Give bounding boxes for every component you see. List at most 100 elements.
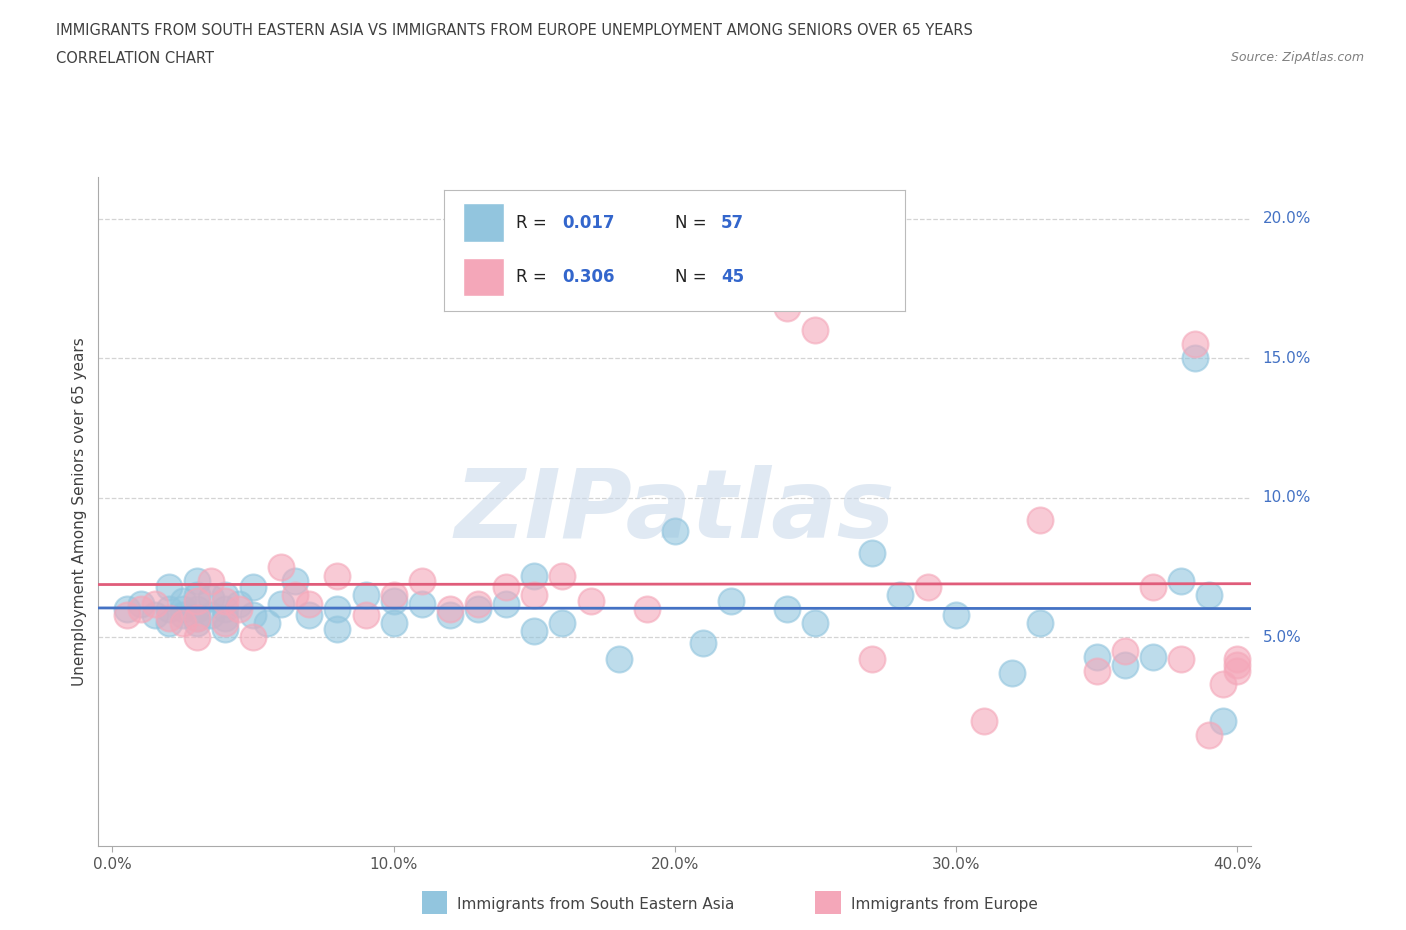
Point [382, 593, 405, 608]
Point [186, 574, 208, 589]
Text: Immigrants from South Eastern Asia: Immigrants from South Eastern Asia [457, 897, 734, 912]
Text: R =: R = [516, 268, 551, 286]
Point [495, 579, 517, 594]
Point [860, 546, 883, 561]
Point [242, 579, 264, 594]
Y-axis label: Unemployment Among Seniors over 65 years: Unemployment Among Seniors over 65 years [72, 338, 87, 686]
Point [551, 616, 574, 631]
Point [523, 624, 546, 639]
Text: ZIPatlas: ZIPatlas [454, 465, 896, 558]
Point [284, 588, 307, 603]
Point [664, 253, 686, 268]
Point [186, 593, 208, 608]
Point [1142, 579, 1164, 594]
Point [636, 602, 658, 617]
Text: N =: N = [675, 268, 711, 286]
Text: CORRELATION CHART: CORRELATION CHART [56, 51, 214, 66]
Point [467, 596, 489, 611]
Point [1226, 652, 1249, 667]
Point [692, 635, 714, 650]
Point [326, 602, 349, 617]
Point [186, 588, 208, 603]
Point [143, 607, 166, 622]
Point [1226, 663, 1249, 678]
Point [1085, 663, 1108, 678]
Text: Immigrants from Europe: Immigrants from Europe [851, 897, 1038, 912]
Point [1029, 616, 1052, 631]
Point [1212, 677, 1234, 692]
Point [382, 588, 405, 603]
Point [664, 524, 686, 538]
Text: N =: N = [675, 214, 711, 232]
Point [354, 588, 377, 603]
Point [1029, 512, 1052, 527]
Point [495, 596, 517, 611]
Text: 20.0%: 20.0% [1263, 211, 1310, 226]
Point [945, 607, 967, 622]
Point [157, 610, 180, 625]
Point [172, 602, 194, 617]
Point [172, 593, 194, 608]
Text: 57: 57 [721, 214, 744, 232]
Point [889, 588, 911, 603]
Point [298, 596, 321, 611]
Bar [463, 204, 505, 242]
Point [1114, 658, 1136, 672]
Point [523, 568, 546, 583]
Point [1198, 588, 1220, 603]
Point [439, 602, 461, 617]
Point [326, 621, 349, 636]
Point [270, 596, 292, 611]
Point [1001, 666, 1024, 681]
Point [1170, 574, 1192, 589]
Point [186, 616, 208, 631]
Text: 5.0%: 5.0% [1263, 630, 1301, 644]
Point [579, 593, 602, 608]
Point [214, 610, 236, 625]
Point [200, 607, 222, 622]
Point [256, 616, 278, 631]
Point [860, 652, 883, 667]
Text: IMMIGRANTS FROM SOUTH EASTERN ASIA VS IMMIGRANTS FROM EUROPE UNEMPLOYMENT AMONG : IMMIGRANTS FROM SOUTH EASTERN ASIA VS IM… [56, 23, 973, 38]
Point [1198, 727, 1220, 742]
Point [143, 596, 166, 611]
Point [720, 281, 742, 296]
Point [411, 596, 433, 611]
Point [973, 713, 995, 728]
Point [1184, 351, 1206, 365]
Point [1085, 649, 1108, 664]
Point [298, 607, 321, 622]
Point [326, 568, 349, 583]
Point [214, 621, 236, 636]
Point [354, 607, 377, 622]
Point [129, 596, 152, 611]
Point [720, 593, 742, 608]
Text: R =: R = [516, 214, 551, 232]
Point [1114, 644, 1136, 658]
Point [157, 579, 180, 594]
Point [214, 588, 236, 603]
Text: Source: ZipAtlas.com: Source: ZipAtlas.com [1230, 51, 1364, 64]
Point [228, 596, 250, 611]
Text: 10.0%: 10.0% [1263, 490, 1310, 505]
Point [186, 610, 208, 625]
Point [439, 607, 461, 622]
Point [200, 574, 222, 589]
Point [607, 652, 630, 667]
Point [1226, 658, 1249, 672]
Point [186, 610, 208, 625]
Point [1170, 652, 1192, 667]
Point [270, 560, 292, 575]
Bar [463, 258, 505, 296]
Text: 15.0%: 15.0% [1263, 351, 1310, 365]
Text: 0.017: 0.017 [562, 214, 614, 232]
Point [467, 602, 489, 617]
Point [776, 602, 799, 617]
Point [242, 630, 264, 644]
Point [284, 574, 307, 589]
Point [157, 616, 180, 631]
Point [214, 616, 236, 631]
Point [214, 602, 236, 617]
Text: 45: 45 [721, 268, 744, 286]
Point [382, 616, 405, 631]
